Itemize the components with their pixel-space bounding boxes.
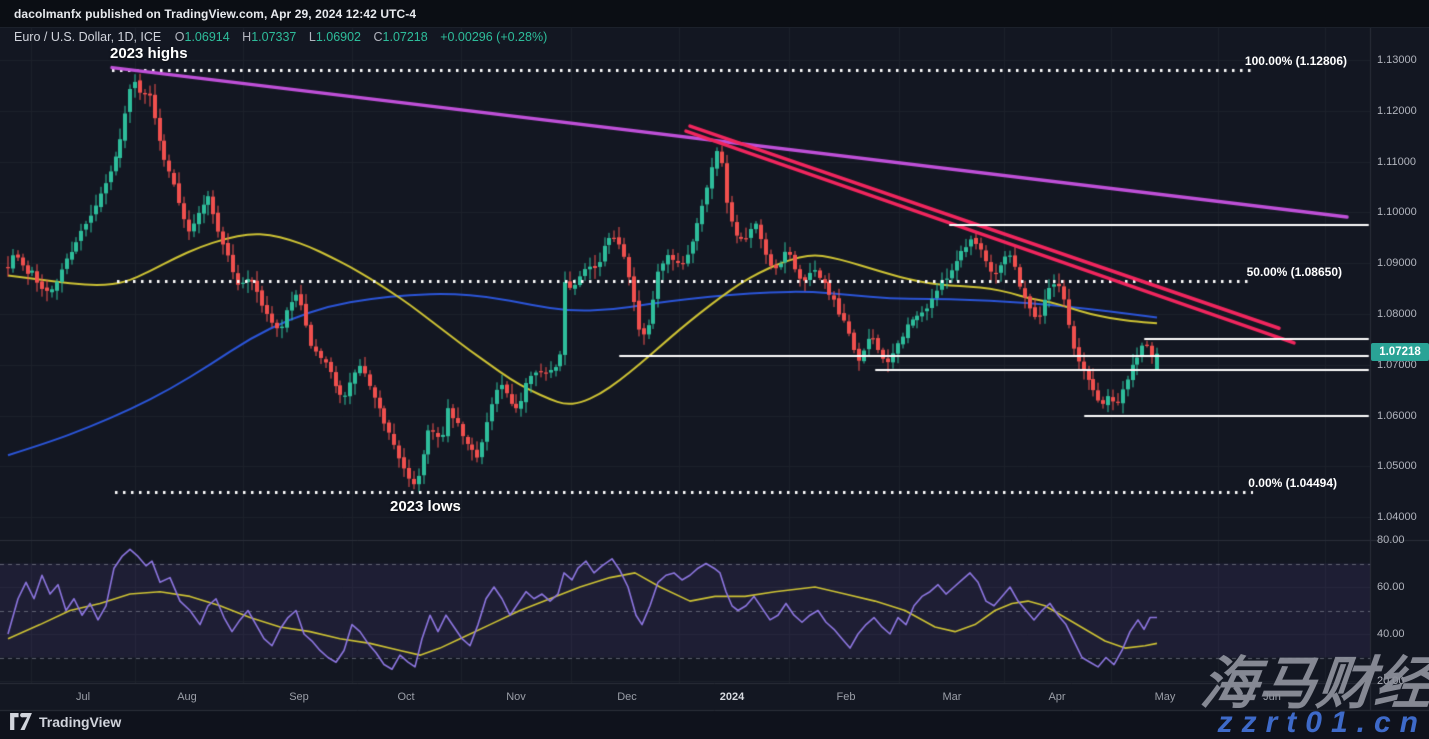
fib-level-label: 0.00% (1.04494)	[1248, 476, 1337, 491]
price-axis-label: 1.07000	[1377, 358, 1417, 371]
ohlc-change: +0.00296 (+0.28%)	[440, 30, 548, 44]
price-axis-label: 1.11000	[1377, 155, 1416, 168]
rsi-axis-label: 20.00	[1377, 675, 1405, 687]
fib-level-label: 50.00% (1.08650)	[1246, 264, 1342, 279]
rsi-axis-label: 80.00	[1377, 534, 1405, 546]
time-axis-label: Jun	[1263, 691, 1281, 703]
price-axis-label: 1.10000	[1377, 206, 1417, 219]
fib-level-label: 100.00% (1.12806)	[1244, 53, 1347, 68]
ohlc-open-value: 1.06914	[184, 30, 230, 44]
time-axis-label: Aug	[177, 691, 197, 703]
price-axis-label: 1.09000	[1377, 257, 1417, 270]
symbol-title: Euro / U.S. Dollar, 1D, ICE	[14, 30, 162, 44]
rsi-axis-label: 40.00	[1377, 628, 1405, 640]
annotation-2023-lows: 2023 lows	[390, 498, 461, 515]
time-axis-label: Sep	[289, 691, 309, 703]
time-axis-label: Nov	[506, 691, 526, 703]
ohlc-high-value: 1.07337	[251, 30, 297, 44]
published-bar: dacolmanfx published on TradingView.com,…	[0, 0, 1429, 28]
price-axis-label: 1.12000	[1377, 104, 1417, 117]
watermark-chinese: 海马财经	[1197, 652, 1429, 716]
time-axis-label: Dec	[617, 691, 637, 703]
tradingview-logo-icon	[10, 713, 32, 730]
ohlc-low-key: L	[308, 30, 316, 44]
time-axis-label: Apr	[1048, 691, 1066, 703]
time-axis-label: Feb	[836, 691, 856, 703]
watermark-url: zzrt01.cn	[1217, 706, 1427, 739]
time-axis-label: Jul	[75, 691, 91, 703]
time-axis-label: Mar	[942, 691, 962, 703]
tradingview-brand[interactable]: TradingView	[10, 713, 121, 730]
rsi-axis-label: 60.00	[1377, 581, 1405, 593]
price-axis-label: 1.06000	[1377, 409, 1417, 422]
annotation-2023-highs: 2023 highs	[110, 45, 188, 62]
symbol-legend[interactable]: Euro / U.S. Dollar, 1D, ICE O1.06914 H1.…	[14, 30, 547, 44]
ohlc-close-value: 1.07218	[382, 30, 428, 44]
ohlc-close-key: C	[373, 30, 383, 44]
time-axis[interactable]: Jul Aug Sep Oct Nov Dec 2024 Feb Mar Apr May Jun	[0, 684, 1370, 710]
price-axis-label: 1.08000	[1377, 308, 1417, 320]
price-axis-label: 1.13000	[1377, 54, 1417, 66]
published-line: dacolmanfx published on TradingView.com,…	[14, 6, 417, 21]
ohlc-open-key: O	[174, 30, 185, 44]
price-axis-label: 1.04000	[1377, 511, 1417, 524]
time-axis-label: 2024	[719, 691, 745, 703]
time-axis-label: Oct	[397, 691, 415, 703]
ohlc-low-value: 1.06902	[315, 30, 362, 44]
ohlc-high-key: H	[242, 30, 252, 44]
last-price-badge: 1.07218	[1371, 343, 1429, 361]
price-axis[interactable]: 1.13000 1.12000 1.11000 1.10000 1.09000 1.080…	[1370, 27, 1429, 687]
tradingview-brand-label: TradingView	[39, 713, 122, 730]
price-axis-label: 1.05000	[1377, 460, 1417, 473]
time-axis-label: May	[1154, 691, 1176, 703]
